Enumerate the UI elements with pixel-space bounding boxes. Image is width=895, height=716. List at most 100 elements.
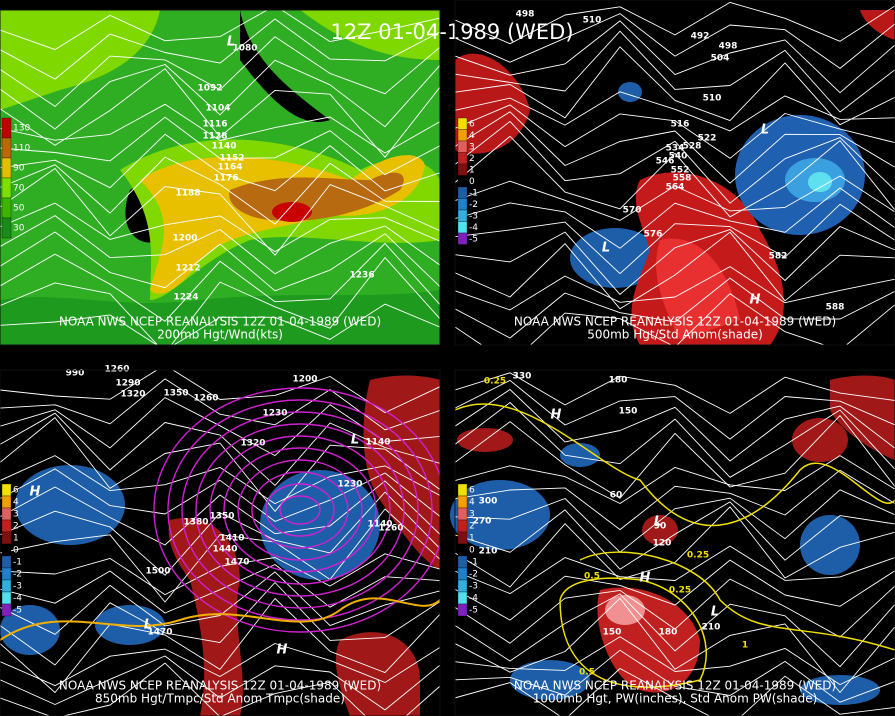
pressure-center: H xyxy=(277,643,288,658)
contour-line xyxy=(0,202,440,253)
contour-label: 1140 xyxy=(211,142,236,152)
contour-label: 1236 xyxy=(349,271,374,281)
contour-line xyxy=(455,111,895,184)
legend-swatch xyxy=(1,137,12,159)
contour-label: 1152 xyxy=(219,154,244,164)
legend-swatch xyxy=(457,567,468,581)
contour-line xyxy=(455,20,895,94)
temp-contour xyxy=(237,459,363,561)
legend-swatch xyxy=(1,603,12,617)
contour-label: 1140 xyxy=(367,520,392,530)
contour-line xyxy=(0,303,440,345)
legend-label: -5 xyxy=(469,606,478,616)
legend-label: 4 xyxy=(469,498,475,508)
contour-line xyxy=(455,415,895,499)
legend-label: -4 xyxy=(13,594,22,604)
temp-contour xyxy=(223,447,377,573)
contour-label: 90 xyxy=(654,522,667,532)
contour-label: 1500 xyxy=(145,567,170,577)
temp-contour xyxy=(209,435,391,585)
contour-line xyxy=(455,506,895,588)
legend-swatch xyxy=(1,519,12,533)
contour-line xyxy=(0,455,440,505)
pressure-center: L xyxy=(227,35,235,50)
contour-label: 558 xyxy=(673,174,692,184)
legend-label: -1 xyxy=(469,188,478,198)
legend-label: 2 xyxy=(469,154,475,164)
contour-label: 546 xyxy=(656,157,675,167)
legend-swatch xyxy=(457,140,468,153)
panel-contours xyxy=(0,10,440,345)
legend-swatch xyxy=(1,197,12,219)
contour-line xyxy=(455,1,895,45)
contour-line xyxy=(0,491,440,576)
contour-line xyxy=(455,455,895,504)
contour-label: 576 xyxy=(644,230,663,240)
legend-label: -3 xyxy=(13,582,22,592)
legend-swatch xyxy=(1,543,12,557)
contour-label: 1104 xyxy=(205,104,230,114)
legend-swatch xyxy=(457,198,468,211)
contour-label: 300 xyxy=(479,497,498,507)
contour-label: 1320 xyxy=(240,439,265,449)
legend-swatch xyxy=(457,555,468,569)
contour-label: 522 xyxy=(698,134,717,144)
contour-line xyxy=(0,68,440,158)
contour-label: 1212 xyxy=(175,264,200,274)
contour-line xyxy=(0,10,440,51)
contour-label: 1230 xyxy=(262,409,287,419)
legend-label: 30 xyxy=(13,224,25,234)
contour-line xyxy=(0,370,440,414)
contour-line xyxy=(455,636,895,686)
contour-line xyxy=(0,582,440,666)
contour-label: 564 xyxy=(666,183,685,193)
legend-swatch xyxy=(457,186,468,199)
zero-isotherm xyxy=(0,597,440,641)
contour-line xyxy=(455,649,895,703)
legend-swatch xyxy=(1,157,12,179)
contour-line xyxy=(0,257,440,345)
contour-line xyxy=(455,277,895,339)
panel-2-shading xyxy=(455,0,895,345)
contour-line xyxy=(455,593,895,668)
contour-label: 150 xyxy=(619,407,638,417)
contour-label: 210 xyxy=(702,623,721,633)
source-caption: NOAA NWS NCEP REANALYSIS 12Z 01-04-1989 … xyxy=(59,679,381,693)
panel-4-shading xyxy=(450,370,895,716)
legend-label: 1 xyxy=(13,534,19,544)
temp-contour xyxy=(167,399,433,621)
contour-label: 1128 xyxy=(202,132,227,142)
contour-line xyxy=(0,571,440,635)
contour-line xyxy=(455,120,895,204)
contour-line xyxy=(455,266,895,311)
pressure-center: H xyxy=(551,408,562,423)
legend-label: 6 xyxy=(469,119,475,129)
pressure-center: L xyxy=(351,433,359,448)
legend-swatch xyxy=(457,495,468,509)
contour-line xyxy=(0,553,440,596)
legend-label: 1 xyxy=(469,534,475,544)
contour-label: 1350 xyxy=(209,512,234,522)
contour-label: 1350 xyxy=(163,389,188,399)
contour-label: 180 xyxy=(659,628,678,638)
contour-line xyxy=(455,469,895,531)
legend-swatch xyxy=(1,567,12,581)
contour-label: 1224 xyxy=(173,293,198,303)
contour-line xyxy=(0,242,440,322)
contour-line xyxy=(455,559,895,621)
legend-label: -2 xyxy=(13,570,22,580)
legend-label: -2 xyxy=(469,200,478,210)
contour-label: 270 xyxy=(473,517,492,527)
contour-label: 570 xyxy=(623,206,642,216)
legend-swatch xyxy=(457,232,468,245)
contour-line xyxy=(455,372,895,414)
contour-line xyxy=(0,598,440,693)
legend-label: 3 xyxy=(13,510,19,520)
main-title: 12Z 01-04-1989 (WED) xyxy=(330,20,573,44)
panel-1-shading xyxy=(0,10,440,345)
contour-line xyxy=(455,187,895,249)
contour-label: 1260 xyxy=(193,394,218,404)
legend-swatch xyxy=(457,531,468,545)
contour-line xyxy=(0,103,440,154)
